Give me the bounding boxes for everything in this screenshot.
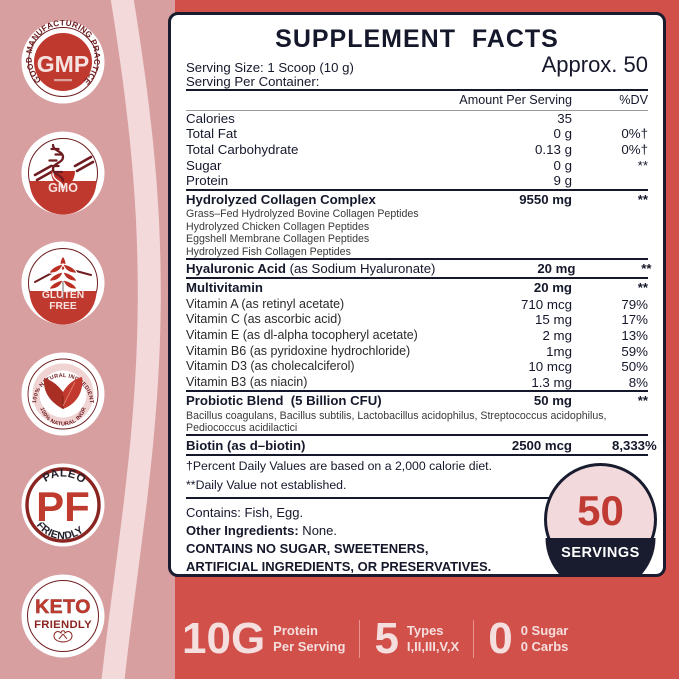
svg-text:GLUTEN: GLUTEN — [42, 290, 84, 301]
svg-text:FRIENDLY: FRIENDLY — [34, 619, 92, 631]
svg-text:SERVINGS: SERVINGS — [561, 545, 640, 561]
svg-text:KETO: KETO — [35, 596, 91, 618]
svg-text:50: 50 — [577, 487, 624, 534]
svg-text:PF: PF — [36, 483, 90, 530]
svg-text:GMP: GMP — [37, 51, 89, 77]
svg-text:GMO: GMO — [48, 181, 78, 195]
svg-text:FREE: FREE — [49, 301, 77, 312]
